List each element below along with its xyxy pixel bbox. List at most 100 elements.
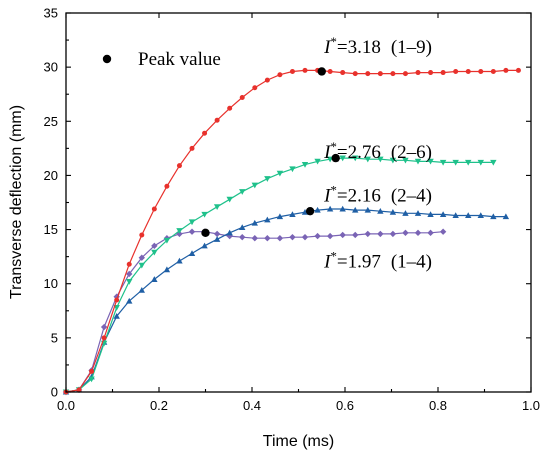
data-point — [414, 158, 422, 165]
peak-marker — [201, 228, 210, 238]
data-point — [226, 229, 233, 236]
data-point — [490, 159, 497, 166]
data-point — [402, 229, 409, 237]
data-point — [389, 230, 397, 238]
y-axis-title: Transverse deflection (mm) — [8, 105, 25, 299]
data-point — [251, 235, 258, 242]
series-label-value: =2.16 — [337, 185, 381, 206]
data-point — [163, 237, 171, 244]
series-label-symbol: I — [323, 142, 332, 163]
data-point — [277, 72, 283, 78]
data-point — [163, 266, 171, 273]
data-point — [151, 249, 158, 256]
data-point — [427, 158, 434, 165]
series-label-symbol: I — [323, 251, 332, 272]
x-tick-label: 0.2 — [150, 398, 168, 413]
data-point — [276, 213, 284, 220]
data-point — [138, 254, 145, 261]
series-group — [62, 205, 510, 395]
data-point — [377, 230, 384, 238]
data-point — [502, 213, 510, 220]
data-point — [314, 158, 321, 165]
data-point — [352, 231, 359, 239]
data-point — [377, 207, 384, 214]
series-label-value: =2.76 — [337, 142, 381, 163]
data-point — [151, 206, 157, 212]
data-point — [327, 68, 333, 74]
data-point — [452, 159, 459, 166]
data-point — [214, 117, 220, 123]
data-point — [389, 209, 397, 215]
data-point — [289, 211, 296, 217]
data-point — [440, 70, 446, 76]
data-point — [302, 67, 308, 73]
data-point — [452, 212, 459, 219]
x-tick-label: 0.8 — [429, 398, 447, 413]
series-group — [63, 67, 521, 395]
data-point — [314, 232, 321, 240]
data-point — [264, 235, 271, 242]
series-label: I*=2.76 (2–6) — [323, 139, 432, 163]
data-point — [364, 230, 371, 238]
data-point — [239, 94, 245, 100]
y-tick-label: 30 — [44, 60, 58, 75]
data-point — [289, 68, 295, 74]
series-label-sup: * — [330, 34, 337, 49]
data-point — [226, 196, 233, 203]
data-point — [101, 335, 107, 341]
series-line — [65, 69, 519, 393]
data-point — [100, 323, 108, 331]
data-point — [126, 261, 132, 267]
data-point — [340, 70, 346, 76]
data-point — [264, 216, 271, 223]
data-point — [289, 166, 296, 173]
axes — [65, 12, 532, 393]
data-point — [201, 242, 208, 249]
data-point — [365, 71, 371, 77]
data-point — [139, 232, 145, 238]
x-tick-label: 0.4 — [243, 398, 261, 413]
series-label-case: (2–4) — [391, 185, 432, 206]
data-point — [339, 231, 346, 239]
data-point — [364, 206, 371, 213]
data-point — [213, 204, 221, 211]
data-point — [114, 297, 120, 303]
data-point — [414, 210, 422, 216]
data-point — [227, 105, 233, 111]
data-point — [188, 250, 196, 256]
series-label-sup: * — [330, 139, 337, 154]
data-point — [490, 68, 496, 74]
x-tick-label: 1.0 — [522, 398, 540, 413]
plot-frame — [65, 12, 532, 393]
data-point — [251, 219, 258, 226]
y-tick-label: 35 — [44, 6, 58, 21]
data-point — [427, 229, 434, 237]
data-point — [164, 183, 170, 189]
data-point — [213, 236, 221, 242]
series-label: I*=2.16 (2–4) — [323, 182, 432, 206]
data-point — [176, 257, 183, 264]
peak-marker — [317, 67, 326, 76]
data-point — [503, 67, 509, 73]
data-point — [515, 67, 521, 73]
legend: Peak value — [102, 49, 221, 70]
data-point — [188, 219, 196, 226]
data-point — [276, 170, 284, 177]
series-line — [65, 208, 506, 393]
data-point — [402, 157, 409, 164]
data-point — [239, 189, 246, 195]
x-axis-title: Time (ms) — [263, 433, 334, 450]
data-point — [453, 68, 459, 74]
data-point — [213, 230, 221, 238]
data-point — [390, 71, 396, 77]
y-tick-label: 25 — [44, 114, 58, 129]
series-label-value: =3.18 — [337, 37, 381, 58]
data-point — [126, 270, 133, 278]
data-point — [202, 130, 208, 136]
data-point — [478, 68, 484, 74]
data-point — [289, 233, 296, 241]
data-point — [138, 287, 145, 293]
data-point — [402, 71, 408, 77]
data-point — [138, 262, 145, 269]
